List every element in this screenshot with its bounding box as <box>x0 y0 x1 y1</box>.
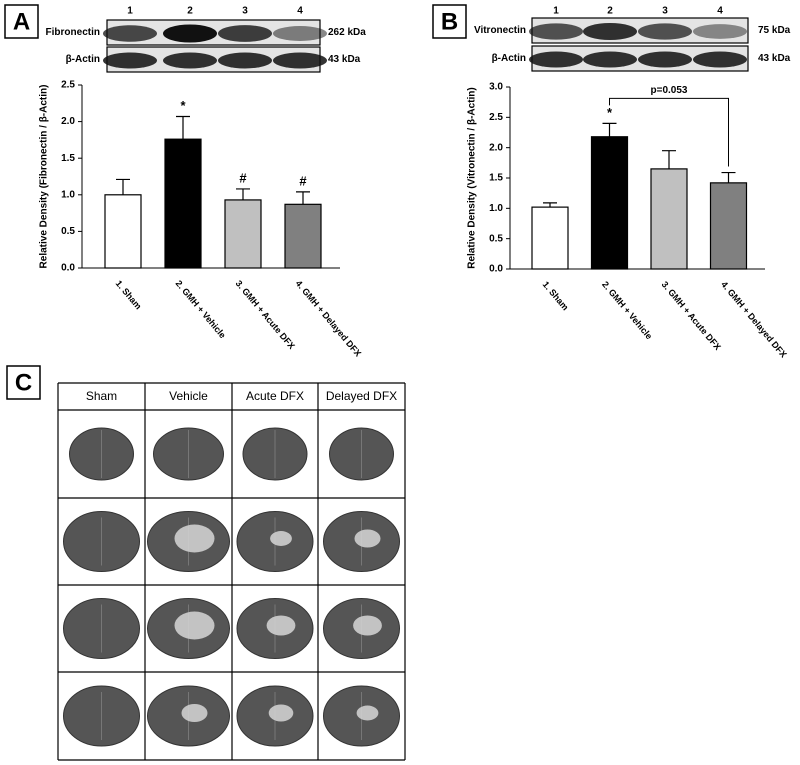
significance-marker: # <box>299 173 307 188</box>
blot-band <box>163 52 217 69</box>
x-tick-label: 4. GMH + Delayed DFX <box>719 279 789 359</box>
hematoma <box>356 705 379 721</box>
lane-number: 1 <box>127 6 133 17</box>
lane-number: 3 <box>662 6 668 17</box>
hematoma <box>174 611 215 640</box>
blot-label: Fibronectin <box>46 27 100 38</box>
blot-band <box>163 24 217 43</box>
bar <box>531 206 569 270</box>
error-bar <box>662 150 676 169</box>
error-bar <box>236 188 250 200</box>
blot-band <box>583 22 637 41</box>
significance-marker: # <box>239 170 247 185</box>
hematoma <box>270 531 292 546</box>
blot-band <box>638 23 692 40</box>
lane-number: 1 <box>553 6 559 17</box>
y-tick-label: 2.0 <box>489 142 503 153</box>
y-tick-label: 2.0 <box>61 116 75 127</box>
blot-band <box>273 26 327 41</box>
lane-number: 4 <box>297 6 303 17</box>
blot-size: 262 kDa <box>328 27 366 38</box>
blot-label: β-Actin <box>66 54 100 65</box>
error-bar <box>602 122 617 137</box>
hematoma <box>266 615 296 636</box>
hematoma <box>174 524 215 553</box>
y-tick-label: 1.5 <box>489 173 503 184</box>
lane-number: 2 <box>187 6 193 17</box>
x-tick-label: 1. Sham <box>114 278 144 311</box>
y-tick-label: 1.5 <box>61 153 75 164</box>
lane-number: 2 <box>607 6 613 17</box>
hematoma <box>353 615 382 636</box>
blot-band <box>103 52 157 69</box>
blot-band <box>693 51 747 68</box>
blot-band <box>273 52 327 69</box>
column-header: Delayed DFX <box>326 389 397 403</box>
y-axis-label: Relative Density (Vitronectin / β-Actin) <box>467 87 478 269</box>
blot-size: 43 kDa <box>328 54 361 65</box>
column-header: Sham <box>86 389 117 403</box>
bar <box>104 194 142 269</box>
blot-label: β-Actin <box>492 53 526 64</box>
x-tick-label: 3. GMH + Acute DFX <box>234 278 297 351</box>
error-bar <box>176 115 190 140</box>
panel-box <box>4 4 39 39</box>
error-bar <box>116 178 130 195</box>
blot-size: 75 kDa <box>758 25 791 36</box>
blot-band <box>693 24 747 39</box>
blot-band <box>529 23 583 40</box>
x-tick-label: 3. GMH + Acute DFX <box>660 279 723 352</box>
column-header: Acute DFX <box>246 389 304 403</box>
panel-box <box>432 4 467 39</box>
bar <box>164 138 202 269</box>
y-tick-label: 2.5 <box>489 112 503 123</box>
blot-band <box>103 25 157 42</box>
bar <box>709 182 748 270</box>
y-tick-label: 1.0 <box>61 189 75 200</box>
panel-label: B <box>441 8 458 35</box>
blot-band <box>218 52 272 69</box>
bracket-label: p=0.053 <box>651 85 688 96</box>
blot-size: 43 kDa <box>758 53 791 64</box>
panel-box <box>6 365 41 400</box>
x-tick-label: 1. Sham <box>541 279 571 312</box>
lane-number: 4 <box>717 6 723 17</box>
hematoma <box>181 704 208 722</box>
blot-band <box>529 51 583 68</box>
error-bar <box>296 191 310 205</box>
column-header: Vehicle <box>169 389 208 403</box>
x-tick-label: 2. GMH + Vehicle <box>600 279 654 341</box>
y-axis-label: Relative Density (Fibronectin / β-Actin) <box>39 85 50 269</box>
significance-marker: * <box>180 98 186 113</box>
bar <box>284 203 322 269</box>
lane-number: 3 <box>242 6 248 17</box>
bar <box>650 168 688 270</box>
y-tick-label: 0.0 <box>61 263 75 274</box>
blot-band <box>218 25 272 42</box>
blot-band <box>638 51 692 68</box>
bar <box>224 199 262 269</box>
x-tick-label: 2. GMH + Vehicle <box>174 278 228 340</box>
blot-band <box>583 51 637 68</box>
panel-label: C <box>15 369 32 396</box>
y-tick-label: 3.0 <box>489 82 503 93</box>
y-tick-label: 1.0 <box>489 203 503 214</box>
blot-label: Vitronectin <box>474 25 526 36</box>
significance-marker: * <box>607 105 613 120</box>
y-tick-label: 0.0 <box>489 264 503 275</box>
error-bar <box>543 202 557 208</box>
error-bar <box>721 171 736 183</box>
bar <box>590 136 629 270</box>
hematoma <box>268 704 294 722</box>
x-tick-label: 4. GMH + Delayed DFX <box>294 278 364 358</box>
bracket <box>609 97 729 167</box>
hematoma <box>354 529 381 548</box>
panel-label: A <box>13 8 30 35</box>
y-tick-label: 0.5 <box>61 226 75 237</box>
y-tick-label: 2.5 <box>61 80 75 91</box>
y-tick-label: 0.5 <box>489 233 503 244</box>
